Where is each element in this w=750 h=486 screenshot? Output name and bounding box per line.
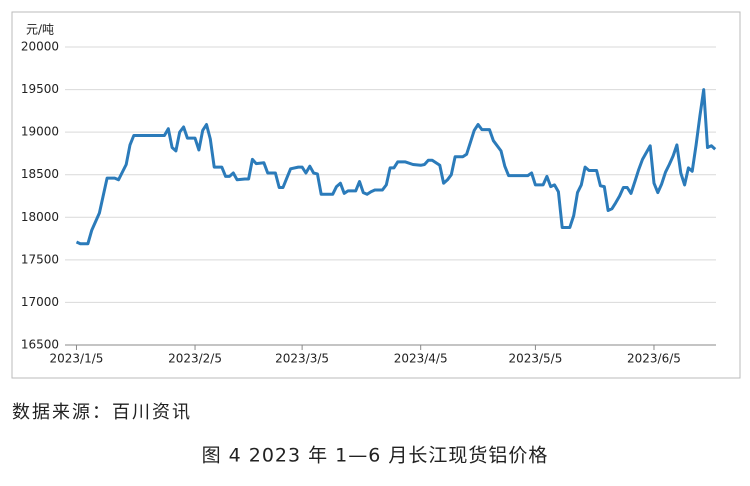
y-tick-label: 20000 [21,40,59,54]
y-tick-label: 18500 [21,167,59,181]
y-axis-label: 元/吨 [26,23,54,37]
y-tick-label: 17500 [21,252,59,266]
y-tick-label: 19500 [21,82,59,96]
y-tick-label: 16500 [21,338,59,352]
figure-caption: 图 4 2023 年 1—6 月长江现货铝价格 [202,445,549,467]
y-tick-label: 17000 [21,295,59,309]
x-tick-label: 2023/2/5 [168,352,222,366]
chart-frame [11,11,741,379]
x-tick-label: 2023/3/5 [275,352,329,366]
source-note: 数据来源：百川资讯 [12,402,192,423]
x-tick-label: 2023/1/5 [50,352,104,366]
y-tick-label: 19000 [21,125,59,139]
y-tick-label: 18000 [21,210,59,224]
x-tick-label: 2023/4/5 [394,352,448,366]
price-line [75,88,717,246]
x-tick-label: 2023/5/5 [508,352,562,366]
x-tick-label: 2023/6/5 [627,352,681,366]
